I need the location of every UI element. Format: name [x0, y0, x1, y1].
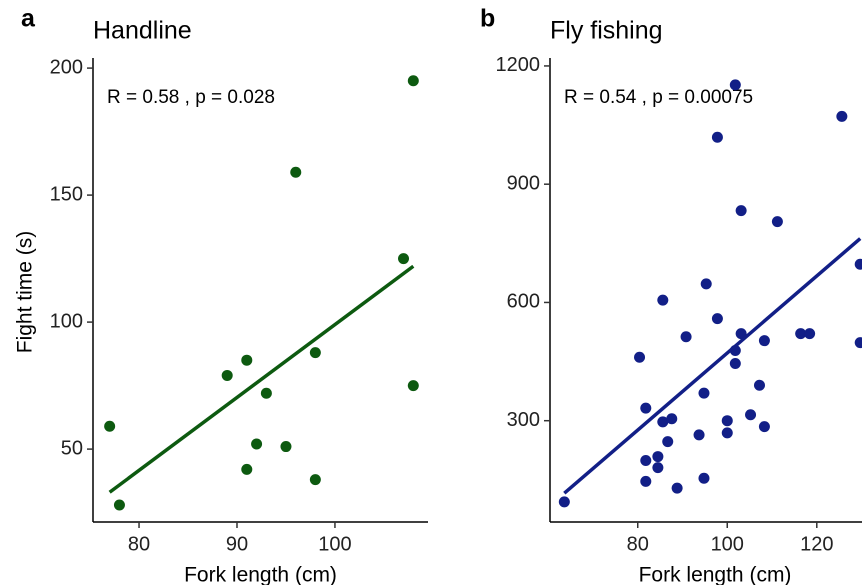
plot-area	[104, 75, 419, 511]
panel-label: a	[21, 5, 36, 33]
point	[758, 421, 770, 433]
point	[280, 441, 292, 453]
point	[698, 472, 710, 484]
point	[241, 463, 253, 475]
y-tick-label: 100	[50, 310, 83, 332]
point	[745, 409, 757, 421]
chart-title: Fly fishing	[550, 17, 663, 45]
point	[721, 427, 733, 439]
y-tick-label: 150	[50, 183, 83, 205]
plot-area	[558, 79, 862, 508]
point	[721, 415, 733, 427]
x-tick-label: 100	[318, 533, 351, 555]
point	[290, 166, 302, 178]
fit-line	[563, 237, 862, 495]
point	[771, 216, 783, 228]
y-axis-label: Fight time (s)	[14, 231, 37, 354]
point	[680, 331, 692, 343]
point	[698, 387, 710, 399]
y-tick-label: 600	[507, 291, 540, 313]
point	[836, 110, 848, 122]
chart-title: Handline	[93, 17, 192, 45]
point	[251, 438, 263, 450]
point	[804, 328, 816, 340]
point	[558, 496, 570, 508]
point	[854, 337, 862, 349]
y-tick-label: 300	[507, 409, 540, 431]
point	[241, 354, 253, 366]
x-tick-label: 80	[627, 533, 649, 555]
point	[640, 455, 652, 467]
fit-line	[108, 264, 415, 494]
y-tick-label: 200	[50, 56, 83, 78]
point	[729, 79, 741, 91]
point	[407, 75, 419, 87]
point	[753, 379, 765, 391]
x-axis-label: Fork length (cm)	[639, 564, 792, 585]
point	[758, 335, 770, 347]
x-tick-label: 80	[128, 533, 150, 555]
x-tick-label: 120	[800, 533, 833, 555]
point	[398, 253, 410, 265]
point	[711, 131, 723, 143]
point	[666, 413, 678, 425]
point	[309, 347, 321, 359]
point	[652, 451, 664, 463]
point	[657, 416, 669, 428]
point	[113, 499, 125, 511]
point	[640, 475, 652, 487]
x-axis-label: Fork length (cm)	[184, 564, 337, 585]
annotation: R = 0.58 , p = 0.028	[107, 87, 275, 108]
point	[657, 294, 669, 306]
y-tick-label: 1200	[496, 54, 541, 76]
x-tick-label: 100	[711, 533, 744, 555]
panel-label: b	[480, 5, 495, 33]
point	[700, 278, 712, 290]
point	[309, 474, 321, 486]
x-tick-label: 90	[226, 533, 248, 555]
y-tick-label: 50	[61, 437, 83, 459]
point	[104, 420, 116, 432]
point	[735, 328, 747, 340]
point	[729, 358, 741, 370]
point	[854, 258, 862, 270]
point	[652, 462, 664, 474]
point	[735, 205, 747, 217]
point	[693, 429, 705, 441]
annotation: R = 0.54 , p = 0.00075	[564, 87, 753, 108]
point	[634, 351, 646, 363]
point	[795, 328, 807, 340]
point	[221, 369, 233, 381]
point	[711, 313, 723, 325]
point	[407, 380, 419, 392]
point	[260, 387, 272, 399]
point	[671, 482, 683, 494]
y-tick-label: 900	[507, 172, 540, 194]
point	[662, 436, 674, 448]
point	[640, 402, 652, 414]
